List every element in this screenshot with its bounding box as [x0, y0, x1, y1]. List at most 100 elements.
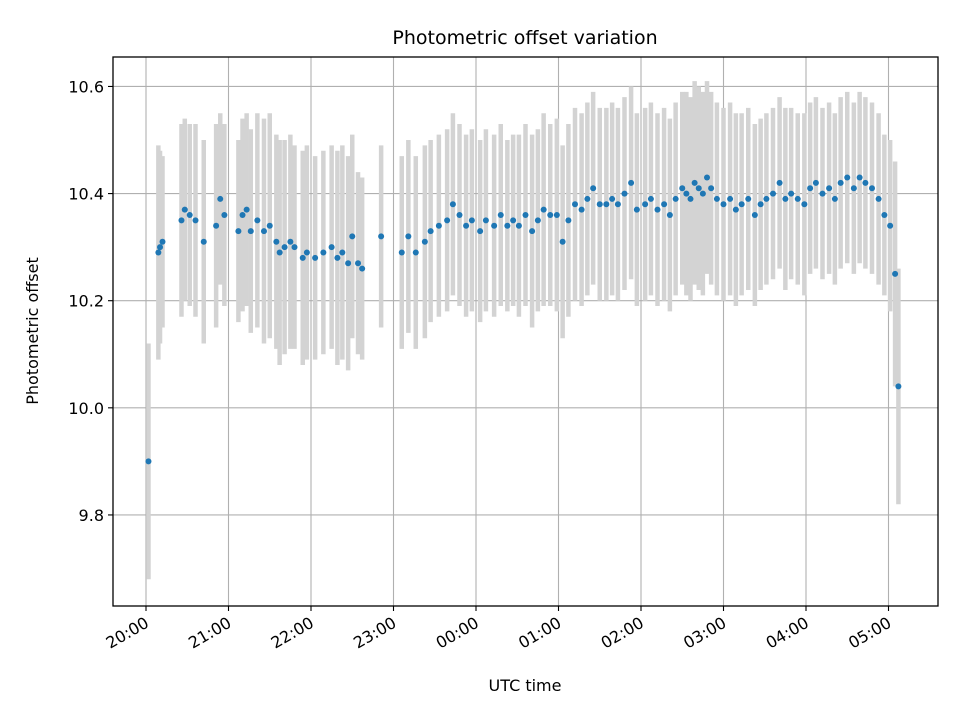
y-tick-label: 10.6 [68, 77, 104, 96]
data-point [661, 201, 668, 208]
y-tick-label: 10.2 [68, 292, 104, 311]
data-point [421, 238, 428, 245]
data-point [155, 249, 162, 256]
data-point [553, 212, 560, 219]
data-point [628, 179, 635, 186]
data-point [895, 383, 902, 390]
data-point [875, 195, 882, 202]
data-point [266, 222, 273, 229]
data-point [794, 195, 801, 202]
data-point [596, 201, 603, 208]
data-point [192, 217, 199, 224]
chart-title: Photometric offset variation [392, 27, 657, 49]
data-point [247, 228, 254, 235]
x-tick-label: 20:00 [103, 613, 152, 653]
data-point [647, 195, 654, 202]
x-tick-label: 03:00 [680, 613, 729, 653]
data-point [844, 174, 851, 181]
data-point [334, 254, 341, 261]
data-point [477, 228, 484, 235]
data-point [510, 217, 517, 224]
data-point [412, 249, 419, 256]
data-point [751, 212, 758, 219]
data-point [312, 254, 319, 261]
data-point [491, 222, 498, 229]
data-point [687, 195, 694, 202]
y-tick-label: 10.0 [68, 399, 104, 418]
x-tick-label: 23:00 [350, 613, 399, 653]
data-point [522, 212, 529, 219]
data-point [213, 222, 220, 229]
data-point [788, 190, 795, 197]
data-point [621, 190, 628, 197]
data-point [427, 228, 434, 235]
data-point [200, 238, 207, 245]
data-point [320, 249, 327, 256]
data-point [515, 222, 522, 229]
data-point [355, 260, 362, 267]
data-point [683, 190, 690, 197]
x-tick-label: 04:00 [763, 613, 812, 653]
data-point [456, 212, 463, 219]
data-point [856, 174, 863, 181]
data-point [276, 249, 283, 256]
data-point [713, 195, 720, 202]
data-point [468, 217, 475, 224]
data-point [708, 185, 715, 192]
data-point [679, 185, 686, 192]
data-point [763, 195, 770, 202]
data-point [328, 244, 335, 251]
data-point [892, 270, 899, 277]
data-point [745, 195, 752, 202]
data-point [339, 249, 346, 256]
data-point [178, 217, 185, 224]
data-point [887, 222, 894, 229]
data-point [603, 201, 610, 208]
x-tick-label: 22:00 [268, 613, 317, 653]
data-point [699, 190, 706, 197]
data-point [666, 212, 673, 219]
data-point [869, 185, 875, 192]
data-point [254, 217, 261, 224]
data-point [534, 217, 541, 224]
data-point [704, 174, 710, 181]
data-point [850, 185, 857, 192]
data-point [540, 206, 547, 213]
data-point [181, 206, 188, 213]
data-point [695, 185, 702, 192]
data-point [349, 233, 356, 240]
data-point [398, 249, 405, 256]
data-point [578, 206, 585, 213]
data-point [862, 179, 869, 186]
data-point [837, 179, 844, 186]
data-point [831, 195, 838, 202]
data-point [812, 179, 819, 186]
data-point [776, 179, 783, 186]
x-axis-title: UTC time [489, 676, 562, 695]
data-point [186, 212, 193, 219]
data-point [359, 265, 366, 272]
data-point [738, 201, 745, 208]
data-point [801, 201, 808, 208]
x-tick-label: 05:00 [845, 613, 894, 653]
data-point [609, 195, 616, 202]
x-tick-label: 00:00 [433, 613, 482, 653]
data-point [757, 201, 764, 208]
data-point [654, 206, 661, 213]
data-point [782, 195, 789, 202]
x-tick-label: 02:00 [598, 613, 647, 653]
data-point [691, 179, 698, 186]
data-point [378, 233, 385, 240]
data-point [159, 238, 166, 245]
data-point [463, 222, 470, 229]
data-point [291, 244, 298, 251]
data-point [720, 201, 727, 208]
plot-frame [112, 56, 939, 607]
data-point [273, 238, 280, 245]
data-point [504, 222, 511, 229]
data-point [449, 201, 456, 208]
data-point [217, 195, 224, 202]
data-point [405, 233, 412, 240]
points [145, 174, 902, 465]
